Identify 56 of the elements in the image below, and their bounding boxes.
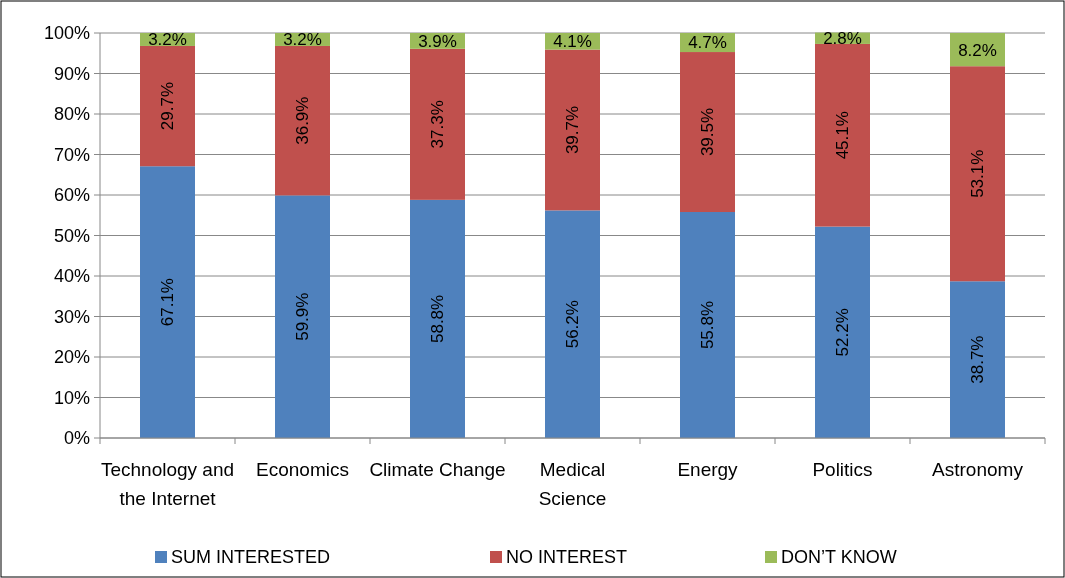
bar xyxy=(275,195,330,438)
bar xyxy=(680,52,735,213)
bar xyxy=(680,212,735,438)
data-label: 29.7% xyxy=(158,82,178,131)
x-tick-label: Medical Science xyxy=(538,459,607,509)
y-tick-label: 90% xyxy=(53,63,90,84)
y-tick-label: 50% xyxy=(53,225,90,246)
data-label: 4.7% xyxy=(688,33,727,53)
bar xyxy=(410,199,465,438)
y-tick-label: 60% xyxy=(53,185,90,206)
x-tick-label: Economics xyxy=(256,459,349,480)
data-label: 2.8% xyxy=(823,29,862,49)
x-tick-label: Politics xyxy=(812,459,873,480)
y-tick-label: 70% xyxy=(53,144,90,165)
data-label: 4.1% xyxy=(553,32,592,52)
x-tick-label: Energy xyxy=(677,459,739,480)
data-label: 3.2% xyxy=(148,30,187,50)
data-label: 3.2% xyxy=(283,30,322,50)
legend-label: DON’T KNOW xyxy=(781,547,897,568)
data-label: 36.9% xyxy=(293,96,313,145)
legend-label: SUM INTERESTED xyxy=(171,547,331,568)
data-label: 56.2% xyxy=(563,300,583,349)
y-tick-label: 20% xyxy=(53,347,90,368)
x-tick-label: Technology and the Internet xyxy=(100,459,235,509)
bar xyxy=(950,66,1005,282)
data-label: 59.9% xyxy=(293,292,313,341)
bar xyxy=(815,226,870,438)
bar xyxy=(140,45,195,167)
data-label: 53.1% xyxy=(968,149,988,198)
bar xyxy=(545,49,600,211)
bar xyxy=(140,166,195,438)
data-label: 39.5% xyxy=(698,107,718,157)
y-tick-label: 10% xyxy=(53,387,90,408)
bar xyxy=(545,210,600,438)
bar xyxy=(950,281,1005,438)
y-tick-label: 0% xyxy=(63,428,90,449)
data-label: 55.8% xyxy=(698,300,718,350)
bar xyxy=(275,45,330,196)
data-label: 39.7% xyxy=(563,105,583,155)
bar xyxy=(815,43,870,227)
data-label: 58.8% xyxy=(428,294,448,344)
x-tick-label: Climate Change xyxy=(369,459,506,480)
legend-label: NO INTEREST xyxy=(506,547,628,568)
data-label: 38.7% xyxy=(968,335,988,384)
data-label: 37.3% xyxy=(428,100,448,149)
data-label: 52.2% xyxy=(833,308,853,357)
bar xyxy=(410,48,465,200)
data-label: 3.9% xyxy=(418,31,457,51)
y-tick-label: 80% xyxy=(53,104,90,125)
y-tick-label: 100% xyxy=(43,23,90,44)
y-tick-label: 30% xyxy=(53,306,90,327)
data-label: 8.2% xyxy=(958,40,997,60)
x-tick-label: Astronomy xyxy=(932,459,1024,480)
data-label: 45.1% xyxy=(833,111,853,160)
data-label: 67.1% xyxy=(158,278,178,327)
y-tick-label: 40% xyxy=(53,266,90,287)
